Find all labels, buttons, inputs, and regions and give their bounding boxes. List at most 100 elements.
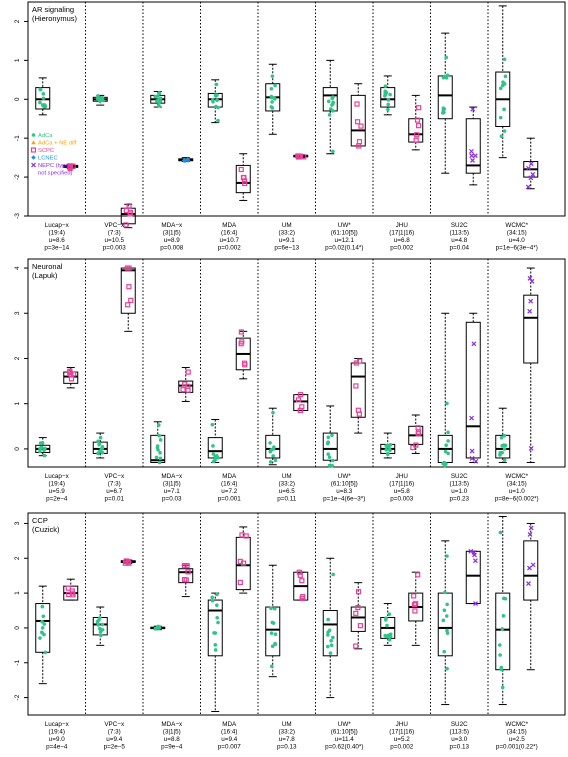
group-label-line: (3|1|5) [163,481,181,488]
legend-label: NEPC (type [38,163,69,169]
group-label-line: SU2C [451,721,468,728]
data-point [215,603,219,608]
data-point [528,161,534,167]
box-SCPC [235,329,251,380]
data-point [444,76,449,80]
group-label-line: p=0.02(0.14*) [325,245,363,252]
box-SCPC [178,563,194,598]
data-point [329,638,333,643]
data-point [326,633,330,637]
data-point [215,455,220,460]
legend-marker [31,133,36,137]
data-point [271,410,275,415]
data-point [530,562,536,568]
data-point [100,444,105,449]
box-AdCa [92,94,108,106]
box-iqr [523,294,539,364]
data-point [473,601,478,606]
data-point [269,95,274,100]
box-SCPC [350,582,366,650]
data-point [357,623,363,629]
data-point [40,630,44,635]
data-point [98,626,102,631]
data-point [237,558,243,564]
y-tick-label: 1 [14,58,21,62]
data-point [331,101,335,106]
data-point [385,623,389,628]
data-point [355,119,361,125]
data-point [353,610,359,616]
data-point [268,460,273,464]
data-point [330,433,334,438]
data-point [297,392,304,398]
data-point [185,369,191,375]
panel-1: Neuronal(Lapuk)01234Lucap−x(19:4)u=5.9p=… [14,258,566,503]
data-point [414,132,420,138]
box-AdCa [322,59,338,155]
data-point [441,75,446,80]
panel-subtitle: (Cuzick) [32,525,60,534]
group-label-line: VPC−x [104,473,125,480]
group-label-line: u=1.0 [509,488,525,495]
box-AdCa [322,405,338,468]
data-point [295,397,302,403]
data-point [240,175,247,181]
group-label-line: p=0.13 [277,744,297,751]
group-label-line: p=0.002 [390,744,413,751]
data-point [215,93,219,97]
data-point [269,631,274,635]
group-label-line: SU2C [451,222,468,229]
group-label-line: p=0.001(0.22*) [496,744,538,751]
data-point [41,96,46,101]
data-point [327,463,332,468]
data-point [123,222,129,228]
y-tick-label: -3 [14,213,21,219]
data-point [383,618,388,622]
legend-label: LCNEC [38,156,58,162]
group-label-line: p=0.23 [450,496,470,503]
data-point [468,148,474,154]
group-label-line: (34:15) [507,729,527,736]
data-point [100,627,105,632]
data-point [214,104,218,109]
box-iqr [465,118,481,174]
group-label-line: u=6.8 [394,237,410,244]
panel-frame [27,1,566,217]
data-point [71,371,77,377]
box-AdCa [150,90,166,108]
group-label-line: (17|1|16) [389,729,414,736]
data-point [500,685,505,690]
data-point [182,577,188,583]
box-AdCa [380,432,396,459]
data-point [296,569,302,575]
group-label-line: MDA−x [161,721,183,728]
data-point [413,137,419,143]
group-5: UW*(61:10[5])u=8.3p=1e−4(6e−3*) [322,357,366,503]
data-point [500,443,504,448]
data-point [269,606,273,611]
box-NEPC [523,137,539,190]
data-point [445,554,449,558]
data-point [473,458,479,464]
data-point [41,92,46,96]
data-point [185,157,190,162]
data-point [270,644,275,649]
legend-marker [31,162,36,168]
data-point [526,165,531,171]
box-SCPC [293,153,309,160]
data-point [238,166,244,173]
group-label-line: (33:2) [279,230,295,237]
box-NEPC [465,312,481,464]
group-label-line: u=8.8 [164,736,180,743]
data-point [237,579,243,586]
data-point [499,667,504,672]
panel-subtitle: (Hieronymus) [32,14,78,23]
data-point [527,565,532,571]
group-label-line: WCMC* [505,473,528,480]
data-point [413,601,419,607]
legend-label: AdCa [38,133,53,139]
group-label-line: u=11.4 [335,736,354,743]
group-label-line: p=0.001 [218,496,241,503]
